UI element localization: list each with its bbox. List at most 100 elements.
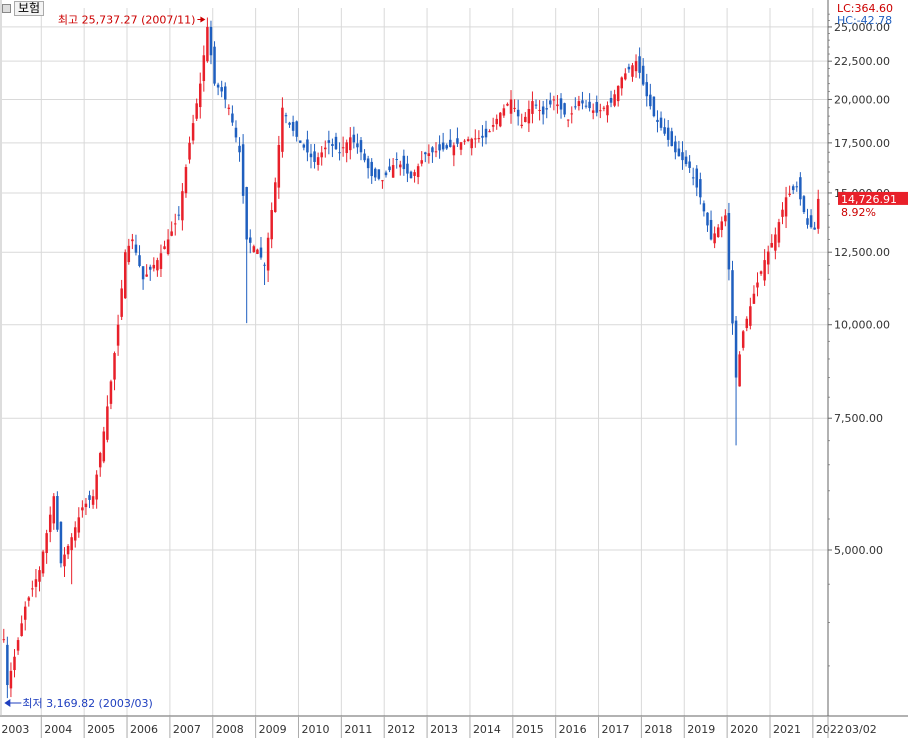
candle-body bbox=[345, 142, 348, 154]
candle-body bbox=[409, 171, 413, 179]
candle-body bbox=[216, 84, 220, 88]
candle-body bbox=[652, 96, 656, 117]
candle-body bbox=[806, 218, 809, 225]
candle-body bbox=[220, 87, 223, 92]
hc-indicator: HC:-42.78 bbox=[837, 14, 892, 27]
candle-body bbox=[627, 66, 631, 70]
candle-body bbox=[731, 270, 734, 324]
candle-body bbox=[245, 187, 248, 240]
candle-body bbox=[202, 55, 206, 82]
panel-tag[interactable]: 보험 bbox=[2, 1, 45, 16]
candle-body bbox=[349, 137, 352, 151]
candle-body bbox=[377, 169, 381, 179]
candle-body bbox=[98, 453, 102, 468]
candle-body bbox=[581, 100, 584, 104]
candle-body bbox=[306, 139, 309, 153]
candle-body bbox=[113, 353, 116, 380]
candle-body bbox=[491, 125, 495, 127]
candle-body bbox=[402, 155, 406, 170]
candle-body bbox=[709, 219, 713, 240]
candle-body bbox=[399, 164, 402, 168]
candle-body bbox=[127, 245, 131, 263]
candle-body bbox=[138, 255, 141, 267]
min-arrow-head bbox=[4, 699, 11, 707]
candle-body bbox=[541, 106, 545, 115]
candle-body bbox=[552, 99, 556, 101]
y-tick-label: 7,500.00 bbox=[834, 412, 883, 425]
candle-body bbox=[695, 168, 699, 188]
candle-body bbox=[274, 182, 277, 213]
x-tick-label: 2004 bbox=[44, 723, 72, 736]
candle-body bbox=[145, 274, 148, 277]
candle-body bbox=[466, 139, 470, 142]
candle-body bbox=[70, 537, 73, 551]
candle-body bbox=[384, 172, 388, 176]
y-tick-label: 22,500.00 bbox=[834, 55, 890, 68]
candle-body bbox=[570, 113, 573, 115]
candle-body bbox=[284, 115, 288, 117]
last-date-label: 03/02 bbox=[845, 723, 877, 736]
candle-body bbox=[659, 117, 663, 128]
candle-body bbox=[777, 222, 781, 243]
candle-body bbox=[513, 107, 516, 109]
candle-body bbox=[745, 318, 749, 329]
candle-body bbox=[584, 105, 588, 107]
candle-body bbox=[234, 127, 238, 138]
candle-body bbox=[599, 110, 602, 112]
candle-body bbox=[427, 153, 431, 157]
candle-body bbox=[227, 107, 231, 109]
last-change-label: 8.92% bbox=[841, 206, 876, 219]
x-tick-label: 2013 bbox=[430, 723, 458, 736]
candle-body bbox=[595, 101, 598, 113]
candle-body bbox=[691, 177, 695, 179]
candle-body bbox=[809, 215, 813, 228]
candle-body bbox=[802, 196, 806, 213]
candle-body bbox=[95, 474, 98, 500]
x-tick-label: 2014 bbox=[473, 723, 501, 736]
panel-toggle-icon[interactable] bbox=[2, 4, 11, 13]
candle-body bbox=[788, 193, 791, 196]
x-tick-label: 2015 bbox=[516, 723, 544, 736]
y-tick-label: 17,500.00 bbox=[834, 137, 890, 150]
candle-body bbox=[813, 227, 816, 230]
candle-body bbox=[341, 147, 345, 149]
candle-body bbox=[231, 113, 234, 123]
candle-body bbox=[452, 145, 456, 156]
candle-body bbox=[20, 623, 23, 637]
candle-body bbox=[195, 103, 198, 119]
candle-body bbox=[188, 142, 191, 160]
x-tick-label: 2011 bbox=[344, 723, 372, 736]
candle-body bbox=[538, 109, 541, 111]
candle-body bbox=[577, 101, 581, 107]
y-tick-label: 10,000.00 bbox=[834, 319, 890, 332]
x-tick-label: 2007 bbox=[173, 723, 201, 736]
last-price-label: 14,726.91 bbox=[841, 193, 897, 206]
candle-body bbox=[649, 94, 652, 107]
candle-body bbox=[366, 158, 370, 169]
candle-body bbox=[331, 144, 334, 146]
candle-body bbox=[531, 101, 534, 114]
candle-body bbox=[666, 127, 670, 140]
candle-body bbox=[663, 127, 666, 134]
candle-body bbox=[606, 105, 609, 116]
y-tick-label: 12,500.00 bbox=[834, 246, 890, 259]
candle-body bbox=[163, 246, 166, 250]
candle-body bbox=[795, 186, 799, 188]
candle-body bbox=[645, 82, 649, 97]
candle-body bbox=[434, 151, 438, 153]
x-tick-label: 2018 bbox=[644, 723, 672, 736]
candle-body bbox=[2, 639, 6, 641]
candle-body bbox=[688, 161, 691, 168]
candle-body bbox=[334, 136, 338, 150]
candle-body bbox=[445, 145, 448, 149]
candle-body bbox=[559, 98, 563, 110]
candle-body bbox=[752, 293, 756, 304]
candle-body bbox=[527, 108, 531, 124]
candle-body bbox=[249, 237, 252, 243]
candle-body bbox=[170, 231, 173, 236]
candle-body bbox=[724, 215, 727, 222]
candle-body bbox=[495, 118, 498, 125]
x-tick-label: 2006 bbox=[130, 723, 158, 736]
x-tick-label: 2008 bbox=[216, 723, 244, 736]
candle-body bbox=[463, 140, 466, 142]
